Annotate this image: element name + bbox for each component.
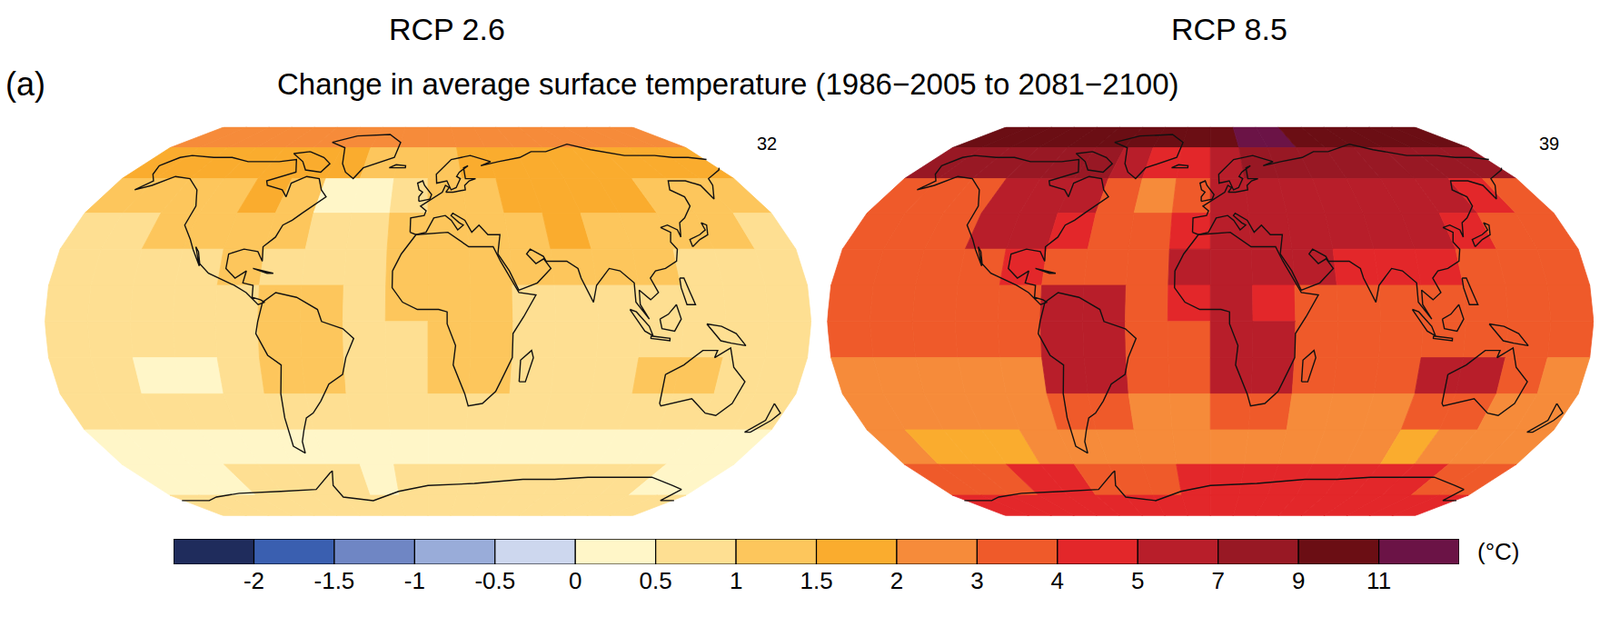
svg-text:11: 11 — [1366, 566, 1392, 595]
svg-text:RCP 8.5: RCP 8.5 — [1171, 11, 1288, 47]
svg-text:-1.5: -1.5 — [314, 566, 356, 595]
svg-text:39: 39 — [1539, 133, 1560, 154]
svg-text:4: 4 — [1051, 566, 1064, 595]
svg-text:-1: -1 — [404, 566, 426, 595]
svg-text:RCP 2.6: RCP 2.6 — [388, 11, 506, 47]
svg-text:2: 2 — [890, 566, 904, 595]
svg-text:Change in average surface temp: Change in average surface temperature (1… — [277, 67, 1180, 101]
svg-text:-0.5: -0.5 — [474, 566, 516, 595]
svg-text:3: 3 — [970, 566, 984, 595]
svg-text:(a): (a) — [5, 65, 46, 103]
svg-text:0: 0 — [568, 566, 582, 595]
svg-text:1.5: 1.5 — [799, 566, 833, 595]
svg-text:(°C): (°C) — [1477, 537, 1521, 566]
svg-text:0.5: 0.5 — [639, 566, 673, 595]
svg-text:32: 32 — [756, 133, 777, 154]
svg-text:7: 7 — [1211, 566, 1224, 595]
svg-text:9: 9 — [1291, 566, 1305, 595]
svg-text:-2: -2 — [243, 566, 265, 595]
svg-text:1: 1 — [729, 566, 743, 595]
svg-text:5: 5 — [1131, 566, 1144, 595]
